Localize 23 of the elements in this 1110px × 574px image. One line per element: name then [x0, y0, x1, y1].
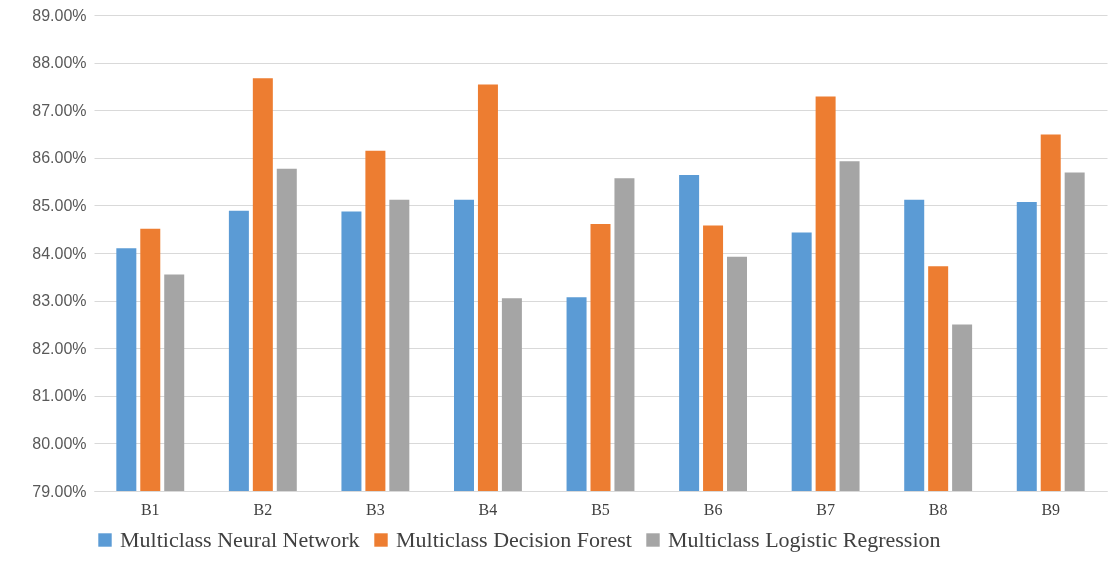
x-tick-label: B9: [1041, 500, 1061, 518]
legend-label: Multiclass Logistic Regression: [668, 527, 941, 552]
x-tick-label: B8: [928, 500, 948, 518]
y-tick-label: 85.00%: [32, 196, 87, 214]
legend-label: Multiclass Neural Network: [120, 527, 360, 552]
x-tick-label: B4: [478, 500, 498, 518]
x-tick-label: B3: [366, 500, 385, 518]
y-tick-label: 82.00%: [32, 339, 87, 357]
y-tick-label: 89.00%: [32, 6, 87, 24]
y-tick-label: 83.00%: [32, 292, 87, 310]
legend-label: Multiclass Decision Forest: [396, 527, 632, 552]
y-tick-label: 88.00%: [32, 54, 87, 72]
x-tick-label: B5: [591, 500, 610, 518]
y-tick-label: 84.00%: [32, 244, 87, 262]
y-tick-label: 80.00%: [32, 434, 87, 452]
x-tick-label: B2: [253, 500, 273, 518]
x-tick-label: B6: [703, 500, 723, 518]
y-tick-label: 87.00%: [32, 101, 87, 119]
y-tick-label: 81.00%: [32, 387, 87, 405]
x-tick-label: B1: [140, 500, 160, 518]
x-tick-label: B7: [816, 500, 835, 518]
y-tick-label: 79.00%: [32, 482, 87, 500]
y-tick-label: 86.00%: [32, 149, 87, 167]
